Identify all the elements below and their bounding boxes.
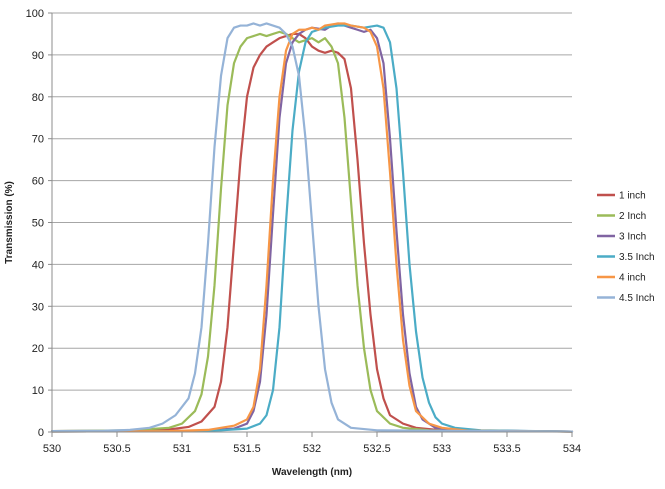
y-tick-label: 60 [32,176,44,188]
x-tick-label: 531 [173,443,191,455]
x-tick-label: 530 [43,443,61,455]
y-tick-label: 70 [32,134,44,146]
x-tick-label: 531.5 [233,443,261,455]
x-tick-label: 533.5 [493,443,521,455]
legend: 1 inch 2 Inch 3 Inch 3.5 Inch 4 inch 4.5 Inch [597,191,655,304]
y-tick-label: 40 [32,259,44,271]
x-tick-label: 530.5 [103,443,131,455]
y-tick-label: 30 [32,301,44,313]
x-tick-label: 534 [563,443,581,455]
legend-label: 4.5 Inch [619,293,655,304]
y-tick-label: 80 [32,92,44,104]
grid-layer [52,12,572,391]
x-tick-label: 533 [433,443,451,455]
y-tick-label: 100 [26,8,44,20]
y-axis-title: Transmission (%) [4,181,15,264]
x-tick-label: 532.5 [363,443,391,455]
series-layer [50,22,574,433]
x-tick-label: 532 [303,443,321,455]
series-line-5 [50,22,574,433]
legend-label: 2 Inch [619,211,646,222]
legend-label: 4 inch [619,273,646,284]
legend-label: 3 Inch [619,232,646,243]
y-tick-label: 50 [32,218,44,230]
y-tick-label: 10 [32,385,44,397]
axis-layer: 0 10 20 30 40 50 60 70 80 90 100 530 530.5 531 531.5 53… [26,8,582,455]
legend-label: 1 inch [619,191,646,202]
legend-label: 3.5 Inch [619,252,655,263]
y-tick-label: 20 [32,343,44,355]
y-tick-label: 90 [32,50,44,62]
y-tick-label: 0 [38,427,44,439]
series-line-6 [50,22,574,433]
series-line-4 [50,24,574,433]
x-axis-title: Wavelength (nm) [272,467,352,478]
